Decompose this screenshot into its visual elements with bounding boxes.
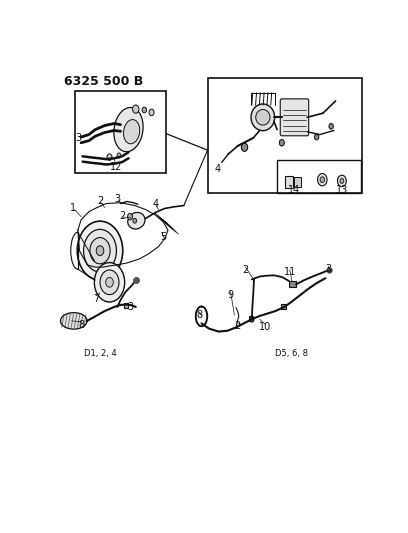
Text: D5, 6, 8: D5, 6, 8 [275, 349, 308, 358]
Text: 8: 8 [78, 320, 84, 329]
Polygon shape [60, 313, 87, 329]
FancyBboxPatch shape [295, 177, 301, 187]
Circle shape [90, 238, 110, 264]
Ellipse shape [251, 104, 275, 131]
Text: 4: 4 [215, 164, 221, 174]
Text: 14: 14 [288, 185, 301, 196]
Text: 2: 2 [97, 197, 103, 206]
Circle shape [315, 134, 319, 140]
Text: 3: 3 [326, 264, 332, 274]
Circle shape [242, 143, 248, 151]
Circle shape [133, 105, 139, 113]
Circle shape [320, 177, 324, 183]
Bar [208, 78, 362, 193]
Text: 2: 2 [234, 321, 240, 331]
Circle shape [250, 317, 254, 322]
Text: 13: 13 [336, 185, 348, 195]
Circle shape [107, 154, 112, 160]
Circle shape [142, 107, 146, 113]
Text: 12: 12 [110, 163, 122, 172]
Text: 6325 500 B: 6325 500 B [64, 76, 143, 88]
Text: 3: 3 [75, 133, 81, 143]
Bar [277, 160, 361, 193]
Circle shape [117, 153, 121, 158]
FancyBboxPatch shape [280, 99, 309, 136]
Bar [75, 91, 166, 173]
Text: 1: 1 [70, 204, 76, 213]
Ellipse shape [128, 213, 145, 229]
Text: 3: 3 [128, 302, 134, 312]
Circle shape [106, 277, 113, 287]
Text: 5: 5 [160, 232, 166, 242]
Ellipse shape [114, 108, 143, 152]
Circle shape [100, 270, 119, 295]
FancyBboxPatch shape [285, 175, 293, 188]
Circle shape [329, 124, 333, 129]
Text: 10: 10 [259, 322, 271, 333]
Circle shape [96, 246, 104, 256]
Bar [248, 317, 253, 321]
Circle shape [94, 263, 125, 302]
Bar [124, 303, 128, 308]
Text: D1, 2, 4: D1, 2, 4 [84, 349, 116, 358]
Circle shape [133, 219, 137, 223]
Text: 9: 9 [228, 289, 234, 300]
Text: 8: 8 [197, 310, 203, 320]
Bar [281, 304, 286, 309]
Text: 7: 7 [93, 294, 99, 304]
Text: 11: 11 [284, 268, 296, 278]
Circle shape [128, 213, 133, 220]
Ellipse shape [256, 109, 270, 125]
Circle shape [149, 109, 154, 116]
Ellipse shape [124, 119, 140, 144]
Text: 2: 2 [119, 211, 125, 221]
Circle shape [340, 179, 344, 183]
Circle shape [77, 221, 123, 280]
FancyBboxPatch shape [289, 281, 296, 287]
Circle shape [279, 140, 284, 146]
Circle shape [337, 175, 346, 187]
Text: 4: 4 [152, 199, 158, 209]
Circle shape [317, 174, 327, 186]
Circle shape [84, 229, 116, 272]
Text: 2: 2 [242, 265, 248, 275]
Text: 3: 3 [114, 193, 120, 204]
